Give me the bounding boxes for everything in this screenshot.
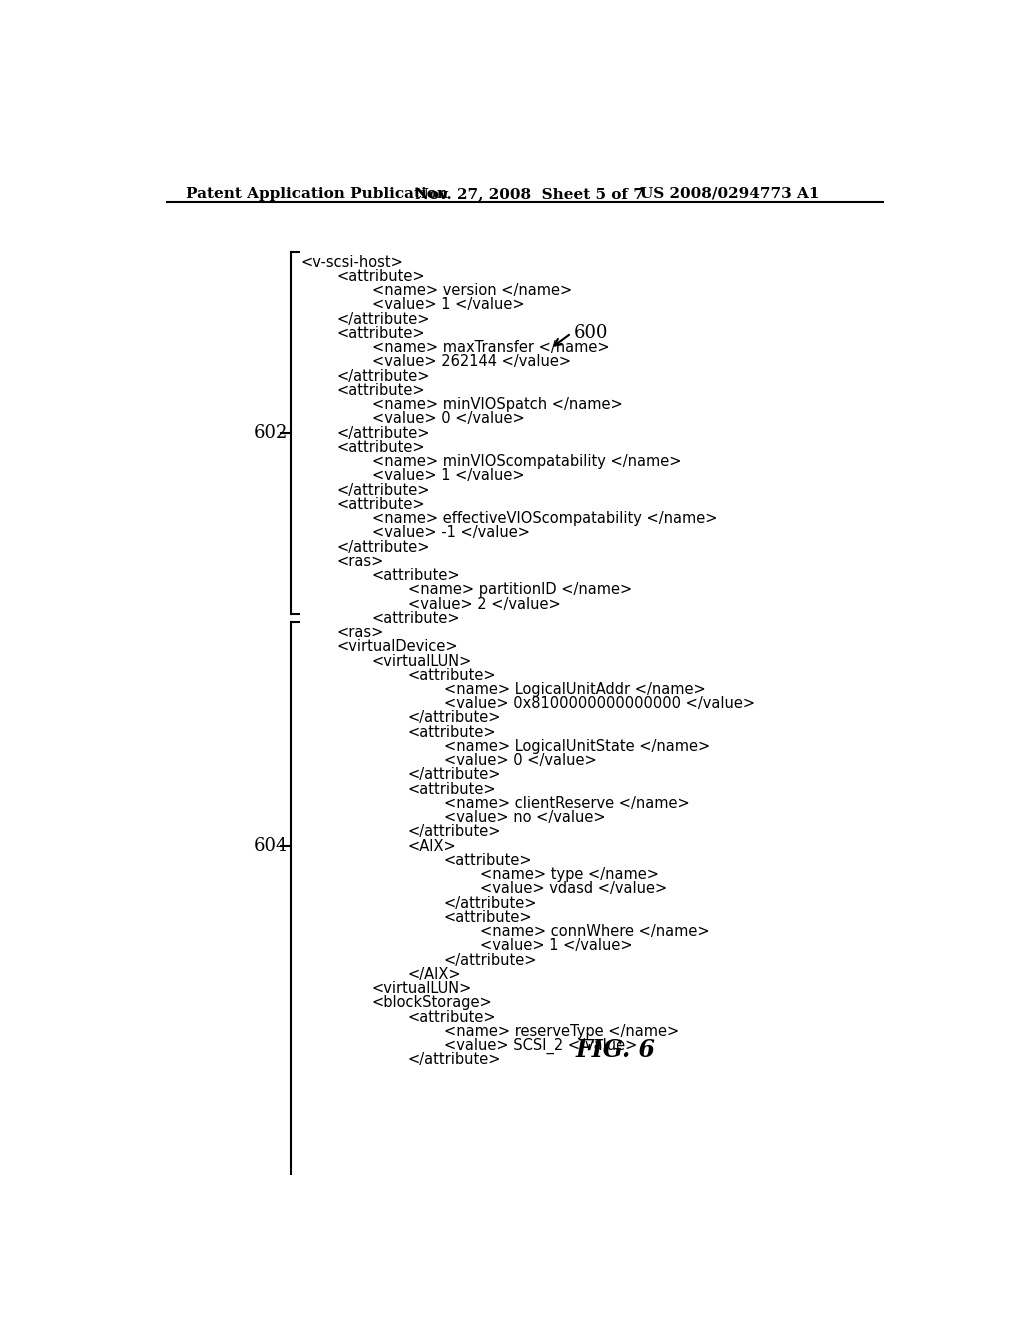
Text: Patent Application Publication: Patent Application Publication	[186, 187, 449, 201]
Text: <name> minVIOSpatch </name>: <name> minVIOSpatch </name>	[372, 397, 623, 412]
Text: <attribute>: <attribute>	[372, 568, 461, 583]
Text: </attribute>: </attribute>	[336, 483, 429, 498]
Text: <name> LogicalUnitState </name>: <name> LogicalUnitState </name>	[443, 739, 710, 754]
Text: <blockStorage>: <blockStorage>	[372, 995, 493, 1010]
Text: </attribute>: </attribute>	[336, 312, 429, 326]
Text: <name> partitionID </name>: <name> partitionID </name>	[408, 582, 632, 597]
Text: <name> minVIOScompatability </name>: <name> minVIOScompatability </name>	[372, 454, 681, 469]
Text: <value> 0 </value>: <value> 0 </value>	[443, 754, 597, 768]
Text: <virtualLUN>: <virtualLUN>	[372, 653, 472, 668]
Text: <value> 1 </value>: <value> 1 </value>	[480, 939, 633, 953]
Text: <value> -1 </value>: <value> -1 </value>	[372, 525, 530, 540]
Text: </attribute>: </attribute>	[336, 425, 429, 441]
Text: </attribute>: </attribute>	[408, 825, 502, 840]
Text: <value> SCSI_2 </value>: <value> SCSI_2 </value>	[443, 1038, 637, 1055]
Text: </AIX>: </AIX>	[408, 966, 462, 982]
Text: </attribute>: </attribute>	[336, 540, 429, 554]
Text: <name> effectiveVIOScompatability </name>: <name> effectiveVIOScompatability </name…	[372, 511, 718, 527]
Text: <attribute>: <attribute>	[336, 440, 425, 455]
Text: <name> type </name>: <name> type </name>	[480, 867, 658, 882]
Text: <name> LogicalUnitAddr </name>: <name> LogicalUnitAddr </name>	[443, 682, 706, 697]
Text: 604: 604	[254, 837, 288, 855]
Text: <v-scsi-host>: <v-scsi-host>	[300, 255, 402, 269]
Text: <value> 2 </value>: <value> 2 </value>	[408, 597, 561, 611]
Text: US 2008/0294773 A1: US 2008/0294773 A1	[640, 187, 819, 201]
Text: <attribute>: <attribute>	[408, 1010, 497, 1024]
Text: <AIX>: <AIX>	[408, 838, 457, 854]
Text: <attribute>: <attribute>	[408, 781, 497, 797]
Text: <attribute>: <attribute>	[443, 909, 532, 925]
Text: <attribute>: <attribute>	[408, 668, 497, 682]
Text: <value> no </value>: <value> no </value>	[443, 810, 605, 825]
Text: <name> connWhere </name>: <name> connWhere </name>	[480, 924, 710, 939]
Text: <value> 0x8100000000000000 </value>: <value> 0x8100000000000000 </value>	[443, 696, 755, 711]
Text: <attribute>: <attribute>	[443, 853, 532, 869]
Text: <value> vdasd </value>: <value> vdasd </value>	[480, 882, 667, 896]
Text: </attribute>: </attribute>	[443, 896, 538, 911]
Text: FIG. 6: FIG. 6	[575, 1038, 656, 1063]
Text: <name> version </name>: <name> version </name>	[372, 284, 572, 298]
Text: </attribute>: </attribute>	[408, 710, 502, 726]
Text: <attribute>: <attribute>	[372, 611, 461, 626]
Text: <attribute>: <attribute>	[336, 326, 425, 341]
Text: 602: 602	[254, 424, 288, 442]
Text: <virtualLUN>: <virtualLUN>	[372, 981, 472, 997]
Text: <name> maxTransfer </name>: <name> maxTransfer </name>	[372, 341, 609, 355]
Text: <value> 0 </value>: <value> 0 </value>	[372, 412, 524, 426]
Text: <name> clientReserve </name>: <name> clientReserve </name>	[443, 796, 689, 810]
Text: <attribute>: <attribute>	[408, 725, 497, 739]
Text: <ras>: <ras>	[336, 626, 383, 640]
Text: </attribute>: </attribute>	[336, 368, 429, 384]
Text: <ras>: <ras>	[336, 554, 383, 569]
Text: </attribute>: </attribute>	[443, 953, 538, 968]
Text: <attribute>: <attribute>	[336, 383, 425, 397]
Text: </attribute>: </attribute>	[408, 1052, 502, 1068]
Text: <value> 1 </value>: <value> 1 </value>	[372, 469, 524, 483]
Text: 600: 600	[573, 323, 608, 342]
Text: <value> 262144 </value>: <value> 262144 </value>	[372, 354, 571, 370]
Text: </attribute>: </attribute>	[408, 767, 502, 783]
Text: <value> 1 </value>: <value> 1 </value>	[372, 297, 524, 313]
Text: <virtualDevice>: <virtualDevice>	[336, 639, 458, 655]
Text: <attribute>: <attribute>	[336, 496, 425, 512]
Text: <name> reserveType </name>: <name> reserveType </name>	[443, 1024, 679, 1039]
Text: <attribute>: <attribute>	[336, 269, 425, 284]
Text: Nov. 27, 2008  Sheet 5 of 7: Nov. 27, 2008 Sheet 5 of 7	[415, 187, 644, 201]
